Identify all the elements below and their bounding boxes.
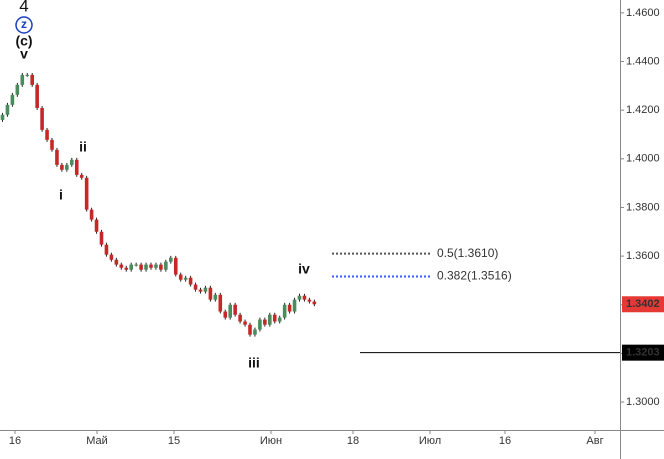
candle-body bbox=[60, 164, 64, 170]
x-tick-label: Май bbox=[86, 435, 108, 447]
candle-body bbox=[134, 264, 138, 266]
wave-circle bbox=[15, 16, 33, 34]
candle-body bbox=[144, 264, 148, 270]
candle-body bbox=[312, 301, 317, 305]
candle-body bbox=[297, 295, 302, 300]
candle-body bbox=[208, 287, 213, 300]
x-tick-label: Июл bbox=[419, 435, 441, 447]
candle-body bbox=[45, 129, 49, 140]
fib-label: 0.382(1.3516) bbox=[437, 269, 512, 283]
candle-body bbox=[84, 177, 89, 210]
fib-label: 0.5(1.3610) bbox=[437, 246, 498, 260]
wave-label: iii bbox=[248, 355, 260, 371]
wave-label: ii bbox=[79, 139, 87, 155]
candle-body bbox=[213, 294, 218, 300]
candle-body bbox=[292, 299, 297, 312]
candle-body bbox=[198, 289, 203, 292]
price-label: 1.3203 bbox=[626, 347, 660, 359]
candle-body bbox=[164, 261, 168, 270]
candle-body bbox=[119, 264, 124, 268]
candle-body bbox=[124, 267, 129, 270]
candle-body bbox=[55, 149, 59, 165]
candle-body bbox=[268, 314, 272, 325]
y-tick-label: 1.3800 bbox=[626, 201, 660, 213]
candle-body bbox=[35, 84, 39, 108]
candle-body bbox=[258, 319, 262, 330]
candle-body bbox=[10, 94, 15, 105]
candle-body bbox=[188, 277, 193, 285]
candle-body bbox=[25, 74, 30, 76]
candle-body bbox=[282, 304, 287, 318]
candle-body bbox=[223, 311, 228, 318]
candle-body bbox=[30, 74, 34, 85]
wave-label: v bbox=[20, 46, 28, 62]
candle-body bbox=[40, 107, 44, 130]
candle-body bbox=[243, 321, 247, 325]
candle-body bbox=[228, 304, 232, 318]
candle-body bbox=[218, 294, 223, 312]
candle-body bbox=[5, 104, 10, 115]
x-tick-label: 16 bbox=[9, 435, 21, 447]
candle-body bbox=[0, 114, 5, 120]
last-price-label: 1.3402 bbox=[626, 298, 660, 310]
candle-body bbox=[253, 329, 257, 335]
candle-body bbox=[159, 264, 163, 270]
candle-body bbox=[70, 159, 74, 165]
wave-label: z bbox=[21, 17, 27, 31]
candle-body bbox=[307, 299, 312, 302]
candle-body bbox=[15, 84, 20, 95]
x-tick-label: 16 bbox=[499, 435, 511, 447]
candle-body bbox=[238, 314, 242, 322]
candle-body bbox=[169, 257, 173, 262]
wave-label: iv bbox=[298, 261, 310, 277]
candle-body bbox=[248, 324, 252, 335]
wave-label: 4 bbox=[19, 0, 28, 15]
candle-body bbox=[99, 231, 104, 245]
candle-body bbox=[263, 319, 267, 325]
y-tick-label: 1.3000 bbox=[626, 396, 660, 408]
candle-body bbox=[183, 277, 188, 280]
candle-body bbox=[173, 257, 178, 275]
y-tick-label: 1.4600 bbox=[626, 7, 660, 19]
candle-body bbox=[203, 287, 208, 292]
y-tick-label: 1.4000 bbox=[626, 153, 660, 165]
candle-body bbox=[65, 164, 69, 170]
candle-body bbox=[104, 244, 109, 255]
candle-body bbox=[154, 264, 158, 268]
candle-body bbox=[193, 284, 198, 290]
last-price-box bbox=[622, 296, 664, 313]
x-tick-label: 15 bbox=[168, 435, 180, 447]
candle-body bbox=[20, 74, 25, 85]
candle-body bbox=[178, 274, 183, 280]
candle-body bbox=[139, 264, 143, 270]
y-tick-label: 1.4200 bbox=[626, 104, 660, 116]
candle-body bbox=[302, 295, 307, 300]
candle-body bbox=[109, 254, 114, 260]
y-tick-label: 1.3600 bbox=[626, 250, 660, 262]
candle-body bbox=[272, 314, 277, 322]
candle-body bbox=[79, 174, 84, 178]
candle-body bbox=[114, 259, 119, 265]
candle-body bbox=[287, 304, 292, 312]
candle-body bbox=[233, 304, 237, 315]
x-tick-label: Июн bbox=[260, 435, 282, 447]
x-tick-label: Авг bbox=[586, 435, 603, 447]
candle-body bbox=[129, 264, 133, 270]
candle-body bbox=[149, 264, 153, 268]
candle-body bbox=[50, 139, 54, 150]
candle-body bbox=[74, 159, 79, 175]
y-tick-label: 1.4400 bbox=[626, 55, 660, 67]
candle-body bbox=[94, 219, 99, 232]
price-label-box bbox=[622, 344, 664, 361]
wave-label: i bbox=[59, 187, 63, 203]
candle-body bbox=[277, 317, 282, 322]
x-tick-label: 18 bbox=[347, 435, 359, 447]
wave-label: (c) bbox=[15, 33, 32, 49]
candle-body bbox=[89, 209, 94, 220]
